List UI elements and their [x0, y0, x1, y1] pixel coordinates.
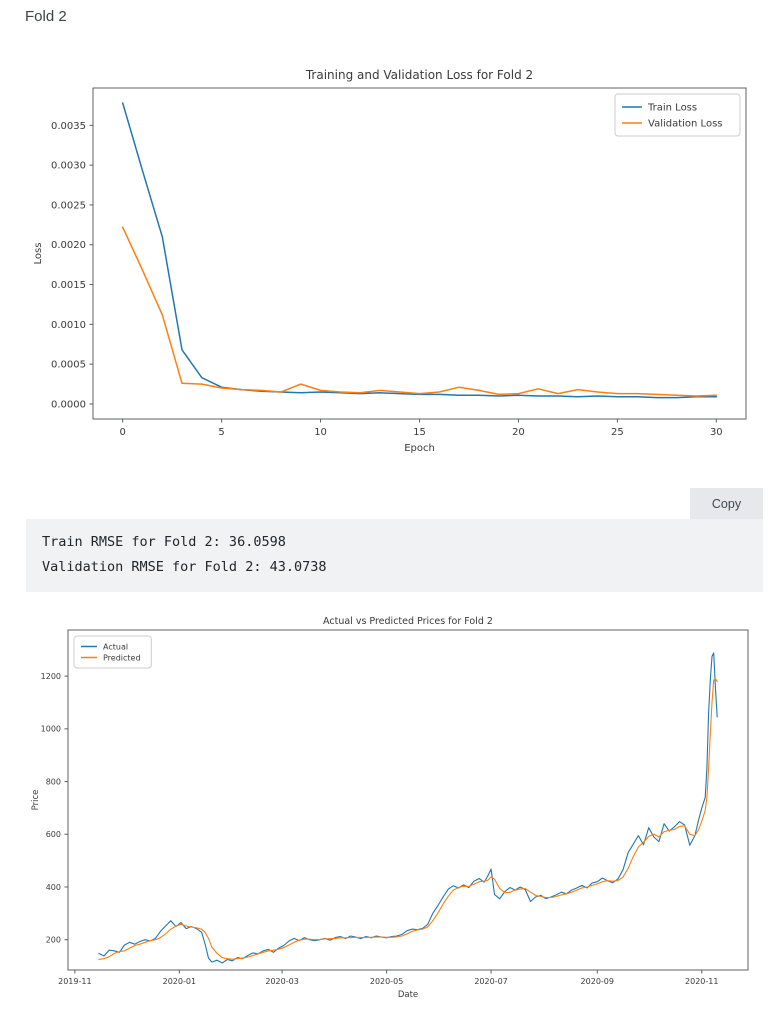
chart-title: Actual vs Predicted Prices for Fold 2 [323, 616, 493, 627]
x-tick-label: 20 [512, 427, 525, 438]
fold-heading: Fold 2 [25, 8, 67, 25]
x-tick-label: 5 [218, 427, 224, 438]
legend-box [73, 635, 152, 669]
x-axis-label: Epoch [404, 443, 435, 454]
x-axis-label: Date [398, 990, 418, 1000]
y-tick-label: 800 [46, 777, 61, 786]
series-line-actual [98, 652, 718, 964]
x-tick-label: 2020-11 [685, 977, 718, 986]
copy-button[interactable]: Copy [690, 488, 763, 519]
y-tick-label: 200 [46, 935, 61, 944]
y-tick-label: 0.0025 [51, 200, 86, 211]
x-tick-label: 2020-05 [370, 977, 403, 986]
legend-label: Validation Loss [648, 119, 723, 130]
series-line-predicted [98, 678, 718, 961]
x-tick-label: 2020-01 [163, 977, 196, 986]
x-tick-label: 2019-11 [58, 977, 91, 986]
x-tick-label: 30 [710, 427, 723, 438]
y-tick-label: 1200 [41, 672, 61, 681]
y-tick-label: 400 [46, 883, 61, 892]
legend-box [614, 93, 741, 137]
y-tick-label: 600 [46, 830, 61, 839]
x-tick-label: 15 [413, 427, 426, 438]
y-tick-label: 0.0005 [51, 360, 86, 371]
y-axis-label: Price [31, 790, 41, 811]
legend-label: Actual [103, 642, 128, 651]
x-tick-label: 2020-03 [265, 977, 298, 986]
series-line-validation-loss [121, 226, 718, 397]
code-line-validation-rmse: Validation RMSE for Fold 2: 43.0738 [42, 559, 327, 575]
x-tick-label: 10 [314, 427, 327, 438]
code-line-train-rmse: Train RMSE for Fold 2: 36.0598 [42, 534, 286, 550]
y-tick-label: 0.0030 [51, 161, 86, 172]
chart-title: Training and Validation Loss for Fold 2 [305, 68, 533, 82]
y-tick-label: 1000 [41, 725, 61, 734]
y-tick-label: 0.0000 [51, 399, 86, 410]
x-tick-label: 2020-09 [581, 977, 614, 986]
y-tick-label: 0.0015 [51, 280, 86, 291]
y-tick-label: 0.0010 [51, 320, 86, 331]
plot-border [92, 87, 747, 420]
series-line-train-loss [121, 102, 718, 399]
x-tick-label: 2020-07 [474, 977, 507, 986]
loss-chart: 0 5 10 15 20 25 30 0.0000 0.0005 0.0010 0.0015 0.00… [25, 60, 760, 465]
y-tick-label: 0.0020 [51, 240, 86, 251]
legend: Train Loss Validation Loss [614, 93, 741, 137]
x-tick-label: 0 [119, 427, 125, 438]
plot-border [67, 629, 749, 971]
price-chart: 2019-11 2020-01 2020-03 2020-05 2020-07 2020-… [25, 608, 760, 1010]
y-axis-label: Loss [33, 243, 44, 265]
output-code-block: Train RMSE for Fold 2: 36.0598 Validation… [26, 519, 763, 592]
legend: Actual Predicted [73, 635, 152, 669]
legend-label: Predicted [103, 653, 141, 662]
y-tick-label: 0.0035 [51, 121, 86, 132]
legend-label: Train Loss [647, 103, 697, 114]
x-tick-label: 25 [611, 427, 624, 438]
